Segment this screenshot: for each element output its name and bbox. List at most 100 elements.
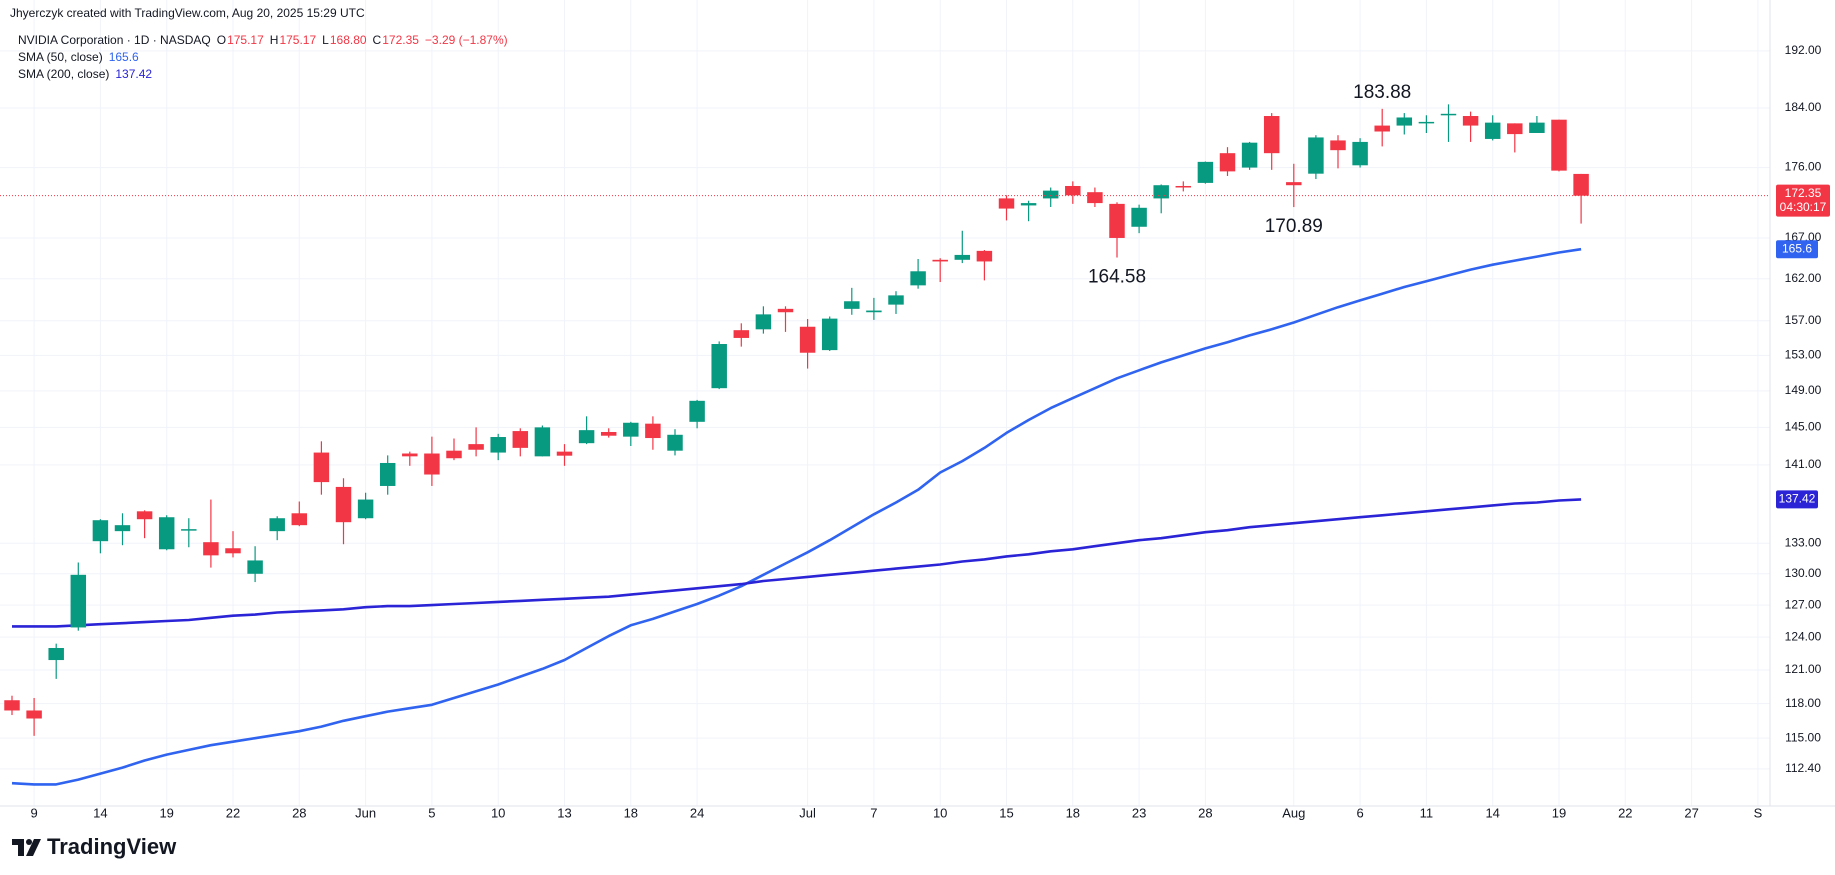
candle-body [247,560,263,574]
candle-body [203,542,219,556]
y-tick-label: 130.00 [1785,566,1822,580]
series-tag [1776,490,1818,509]
candle-body [578,430,595,444]
logo-mark [26,839,41,856]
quote-part: H [270,33,279,47]
candle-body [313,452,330,483]
candle-body [1020,203,1037,206]
candle-body [70,574,87,628]
candle-body [623,422,639,437]
x-tick-label: 18 [624,805,638,820]
candle-body [1330,140,1346,151]
candle-body [512,431,529,448]
y-tick-label: 162.00 [1785,271,1822,285]
credit: Jhyerczyk created with TradingView.com, … [10,6,365,20]
sma-line [11,247,1582,786]
candle-body [733,330,750,338]
x-tick-label: Aug [1282,805,1305,820]
annotation: 183.88 [1353,82,1411,103]
candle-body [1286,182,1302,186]
x-tick-label: Jun [355,805,376,820]
candle-body [711,344,727,389]
series-tag-value: 165.6 [1782,241,1812,255]
candle-body [1396,117,1413,126]
x-tick-label: Jul [799,805,816,820]
candle-body [600,431,617,436]
candle-body [645,423,661,439]
x-tick-label: 11 [1420,805,1434,820]
quote-part: −3.29 (−1.87%) [425,33,508,47]
candle-body [1241,142,1258,168]
legend-symbol: NVIDIA Corporation · 1D · NASDAQ O175.17 H… [18,33,508,47]
y-tick-label: 133.00 [1785,535,1822,549]
candle-body [1153,185,1169,199]
candle-body [1573,173,1589,196]
x-tick-label: 5 [428,805,435,820]
candle-body [689,400,705,422]
y-tick-label: 145.00 [1785,420,1822,434]
candle-body [1352,141,1368,166]
series-tag [1776,240,1818,259]
candle-body [446,450,462,459]
y-tick-label: 192.00 [1785,43,1822,57]
quote-part: 172.35 [382,33,419,47]
y-tick-label: 124.00 [1785,629,1822,643]
grid [0,0,1770,806]
brand: TradingView [47,834,177,859]
quote-part: 168.80 [330,33,367,47]
logo-mark [26,839,32,845]
quote-part: 175.17 [227,33,264,47]
candle-body [976,250,993,262]
candle-body [136,511,153,520]
x-tick-label: 10 [491,805,505,820]
x-tick-label: 23 [1132,805,1146,820]
candle-body [910,271,926,286]
candle-body [1087,192,1103,204]
legend-name: SMA (50, close) [18,50,103,64]
candle-body [954,254,971,260]
candle-body [998,198,1015,209]
x-tick-label: 19 [159,805,173,820]
candle-body [799,326,816,353]
y-tick-label: 141.00 [1785,457,1822,471]
candle-body [48,648,64,661]
series-tag-value: 137.42 [1779,492,1816,506]
quote-part: 175.17 [279,33,316,47]
legend-entry: SMA (50, close) 165.6 [18,50,139,64]
x-tick-label: S [1754,805,1763,820]
candle-body [424,453,440,475]
y-tick-label: 184.00 [1785,100,1822,114]
x-tick-label: 6 [1356,805,1363,820]
candle-body [1042,190,1059,199]
price-tag-value: 172.35 [1785,186,1822,200]
annotation: 170.89 [1265,216,1323,237]
candle-body [1197,161,1214,183]
candle-body [1131,207,1147,227]
candle-body [1418,121,1435,124]
x-tick-label: 15 [999,805,1013,820]
candle-body [534,427,551,457]
y-tick-label: 157.00 [1785,313,1822,327]
x-tick-label: 14 [1485,805,1499,820]
quote-part: C [373,33,382,47]
candle-body [357,499,374,519]
x-tick-label: 10 [933,805,947,820]
candle-body [556,451,573,456]
candle-body [1109,203,1125,238]
annotation: 164.58 [1088,267,1146,288]
price-tag [1776,184,1830,217]
candle-body [114,525,131,532]
candle-body [335,486,352,523]
y-tick-label: 112.40 [1785,761,1821,775]
candle-body [932,259,948,262]
x-tick-label: 7 [870,805,877,820]
x-tick-label: 27 [1684,805,1698,820]
legend-entry: SMA (200, close) 137.42 [18,67,152,81]
quote-part: L [322,33,329,47]
candle-body [181,529,197,531]
y-tick-label: 121.00 [1785,662,1822,676]
candle-body [291,513,308,526]
candle-body [490,437,506,453]
